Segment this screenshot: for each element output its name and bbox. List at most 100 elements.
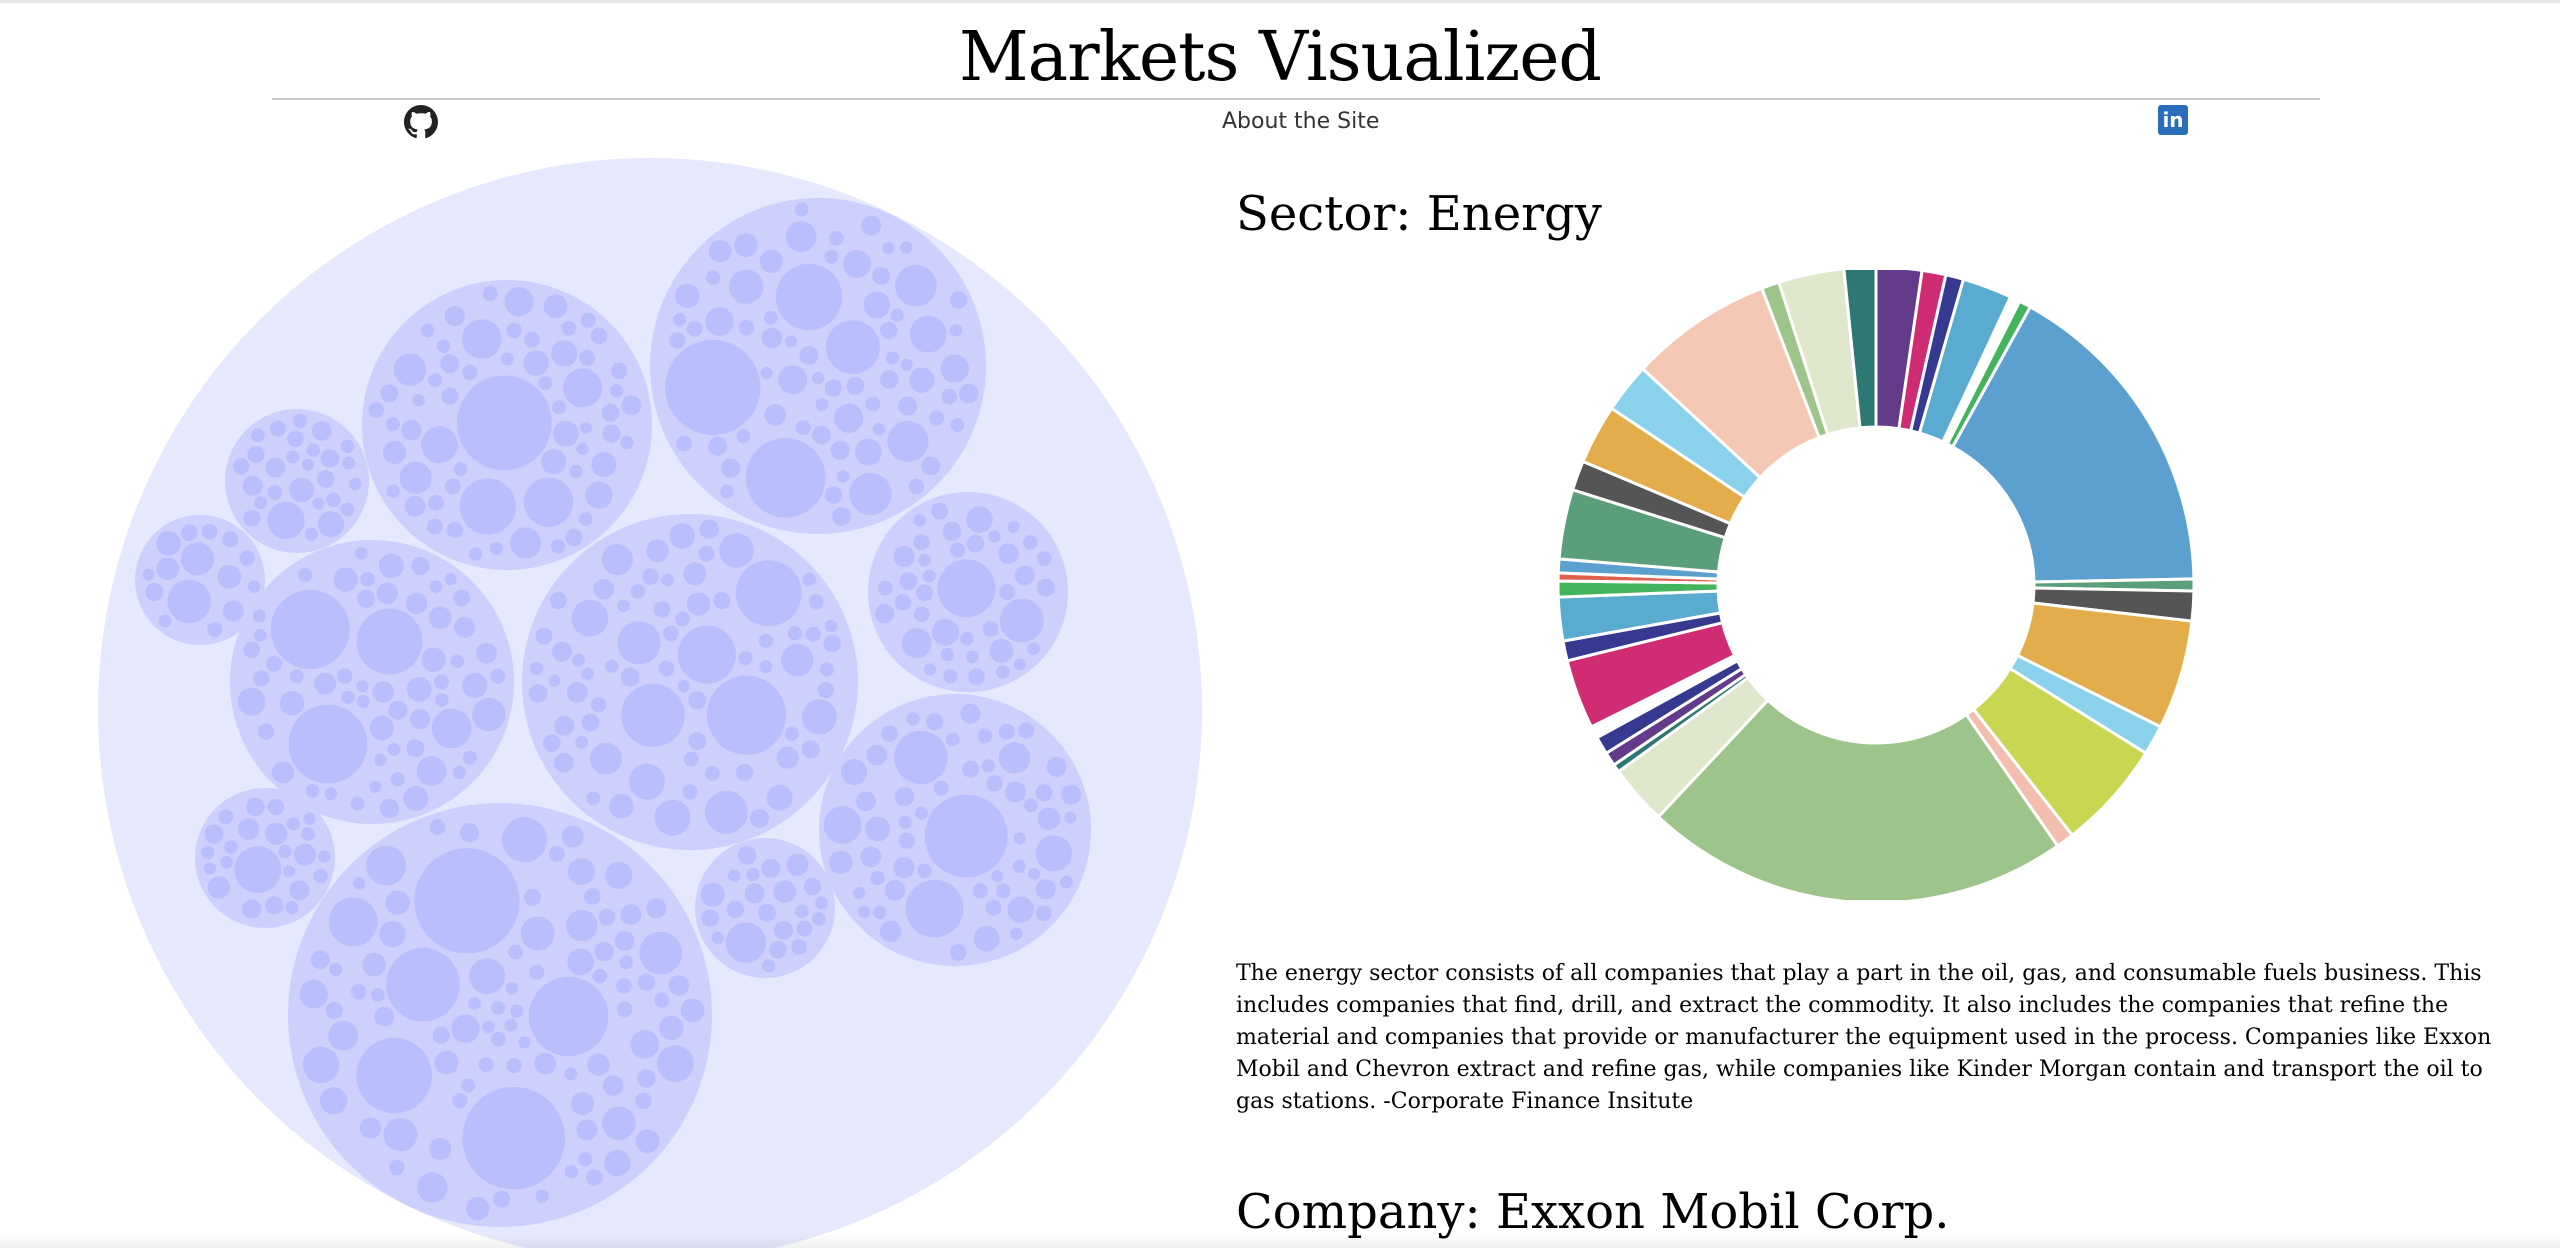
company-bubble[interactable]	[786, 853, 809, 876]
company-bubble[interactable]	[552, 641, 572, 662]
company-bubble[interactable]	[801, 740, 820, 759]
company-bubble[interactable]	[399, 461, 432, 494]
company-bubble[interactable]	[968, 668, 985, 686]
company-bubble[interactable]	[453, 462, 468, 476]
company-bubble[interactable]	[565, 909, 598, 942]
company-bubble[interactable]	[286, 450, 300, 464]
company-bubble[interactable]	[142, 568, 155, 581]
company-bubble[interactable]	[766, 784, 793, 811]
github-icon[interactable]	[404, 105, 438, 139]
company-bubble[interactable]	[801, 699, 837, 735]
company-bubble[interactable]	[239, 550, 255, 566]
company-bubble[interactable]	[298, 568, 312, 583]
company-bubble[interactable]	[601, 544, 633, 576]
company-bubble[interactable]	[996, 665, 1010, 679]
company-bubble[interactable]	[942, 521, 962, 541]
company-bubble[interactable]	[738, 319, 755, 336]
company-bubble[interactable]	[841, 759, 868, 785]
company-bubble[interactable]	[561, 825, 584, 848]
company-bubble[interactable]	[280, 691, 305, 716]
company-bubble[interactable]	[435, 693, 449, 707]
company-bubble[interactable]	[929, 410, 945, 426]
company-bubble[interactable]	[1037, 807, 1061, 830]
company-bubble[interactable]	[270, 420, 286, 437]
company-bubble[interactable]	[469, 958, 506, 995]
company-bubble[interactable]	[803, 878, 822, 896]
company-bubble[interactable]	[704, 790, 748, 834]
company-bubble[interactable]	[385, 417, 400, 432]
company-bubble[interactable]	[444, 478, 461, 495]
company-bubble[interactable]	[326, 492, 341, 508]
company-bubble[interactable]	[329, 963, 343, 976]
company-bubble[interactable]	[328, 897, 378, 947]
company-bubble[interactable]	[564, 1067, 578, 1081]
company-bubble[interactable]	[538, 376, 553, 391]
company-bubble[interactable]	[340, 439, 354, 454]
company-bubble[interactable]	[1035, 835, 1072, 872]
company-bubble[interactable]	[258, 723, 275, 740]
company-bubble[interactable]	[705, 270, 721, 285]
company-bubble[interactable]	[222, 600, 244, 622]
company-bubble[interactable]	[224, 840, 238, 854]
company-bubble[interactable]	[411, 556, 430, 575]
company-bubble[interactable]	[893, 545, 915, 567]
company-bubble[interactable]	[389, 1159, 405, 1176]
company-bubble[interactable]	[428, 606, 452, 630]
company-bubble[interactable]	[404, 495, 426, 517]
company-bubble[interactable]	[965, 650, 979, 664]
company-bubble[interactable]	[500, 352, 514, 366]
company-bubble[interactable]	[925, 712, 944, 731]
company-bubble[interactable]	[379, 798, 400, 819]
company-bubble[interactable]	[982, 621, 999, 637]
company-bubble[interactable]	[617, 599, 630, 613]
company-bubble[interactable]	[940, 354, 969, 383]
company-bubble[interactable]	[393, 353, 427, 386]
company-bubble[interactable]	[688, 691, 707, 710]
company-bubble[interactable]	[405, 592, 428, 614]
company-bubble[interactable]	[490, 668, 506, 684]
company-bubble[interactable]	[468, 547, 483, 561]
company-bubble[interactable]	[267, 501, 305, 539]
company-bubble[interactable]	[385, 890, 410, 915]
company-bubble[interactable]	[637, 973, 655, 991]
company-bubble[interactable]	[914, 806, 929, 820]
company-bubble[interactable]	[602, 1075, 624, 1096]
company-bubble[interactable]	[324, 787, 338, 801]
company-bubble[interactable]	[785, 221, 817, 252]
company-bubble[interactable]	[823, 806, 862, 844]
company-bubble[interactable]	[567, 681, 588, 703]
company-bubble[interactable]	[561, 320, 577, 336]
company-bubble[interactable]	[318, 850, 331, 863]
company-bubble[interactable]	[830, 440, 850, 460]
company-bubble[interactable]	[763, 310, 778, 325]
company-bubble[interactable]	[581, 667, 594, 680]
company-bubble[interactable]	[601, 403, 620, 422]
company-bubble[interactable]	[434, 1050, 459, 1075]
company-bubble[interactable]	[682, 784, 698, 800]
company-bubble[interactable]	[451, 1014, 480, 1043]
company-bubble[interactable]	[289, 669, 304, 684]
company-bubble[interactable]	[669, 332, 686, 349]
company-bubble[interactable]	[167, 579, 211, 624]
company-bubble[interactable]	[333, 567, 358, 592]
company-bubble[interactable]	[924, 794, 1008, 878]
company-bubble[interactable]	[887, 420, 929, 463]
company-bubble[interactable]	[737, 846, 757, 865]
company-bubble[interactable]	[609, 794, 634, 819]
company-bubble[interactable]	[325, 1001, 343, 1020]
company-bubble[interactable]	[594, 942, 614, 962]
company-bubble[interactable]	[773, 880, 797, 903]
company-bubble[interactable]	[908, 478, 924, 495]
company-bubble[interactable]	[759, 660, 773, 674]
company-bubble[interactable]	[563, 368, 603, 408]
company-bubble[interactable]	[991, 870, 1004, 883]
company-bubble[interactable]	[998, 723, 1016, 740]
company-bubble[interactable]	[884, 879, 906, 901]
company-bubble[interactable]	[550, 539, 566, 554]
company-bubble[interactable]	[832, 507, 851, 526]
company-bubble[interactable]	[278, 844, 292, 859]
company-bubble[interactable]	[452, 1093, 468, 1109]
company-bubble[interactable]	[370, 987, 385, 1003]
company-bubble[interactable]	[586, 791, 601, 806]
company-bubble[interactable]	[811, 371, 825, 385]
